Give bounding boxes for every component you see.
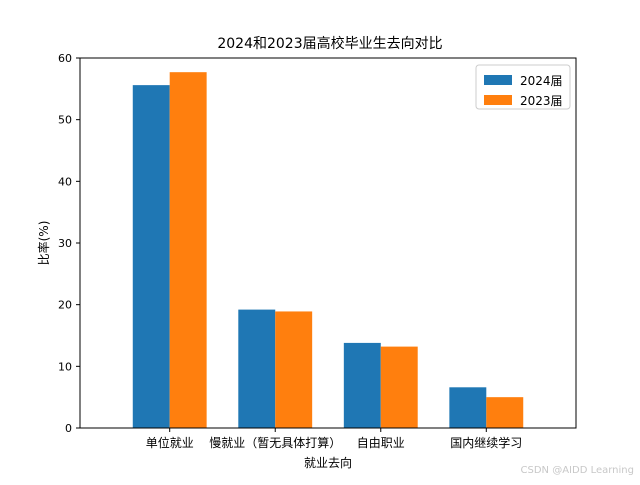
y-tick-label: 30 (58, 237, 72, 250)
x-tick-label: 单位就业 (146, 435, 194, 450)
y-tick-label: 60 (58, 52, 72, 65)
bar-series-2-4 (486, 397, 524, 428)
x-axis-label: 就业去向 (304, 455, 352, 470)
x-tick-label: 自由职业 (357, 436, 405, 450)
legend-label-2: 2023届 (520, 94, 563, 108)
bar-series-1-3 (343, 342, 381, 428)
legend: 2024届 2023届 (475, 64, 571, 110)
x-tick-label: 慢就业（暂无具体打算） (209, 435, 341, 450)
y-tick-label: 40 (58, 175, 72, 188)
bar-series-1-2 (238, 309, 276, 428)
bar-series-2-3 (380, 346, 418, 428)
y-axis: 0 10 20 30 40 50 60 (58, 52, 80, 435)
legend-swatch-2 (484, 95, 512, 105)
bars-group (132, 72, 524, 429)
bar-series-2-2 (275, 311, 313, 428)
y-tick-label: 50 (58, 114, 72, 127)
bar-series-2-1 (169, 72, 207, 429)
x-axis: 单位就业 慢就业（暂无具体打算） 自由职业 国内继续学习 (146, 428, 522, 450)
bar-series-1-1 (132, 85, 170, 428)
chart-title: 2024和2023届高校毕业生去向对比 (217, 35, 442, 52)
y-tick-label: 20 (58, 299, 72, 312)
y-tick-label: 10 (58, 360, 72, 373)
y-tick-label: 0 (65, 422, 72, 435)
y-axis-label: 比率(%) (36, 221, 51, 266)
x-tick-label: 国内继续学习 (450, 435, 522, 450)
bar-series-1-4 (449, 387, 487, 428)
legend-swatch-1 (484, 75, 512, 85)
legend-label-1: 2024届 (520, 74, 563, 88)
watermark: CSDN @AIDD Learning (521, 465, 634, 476)
